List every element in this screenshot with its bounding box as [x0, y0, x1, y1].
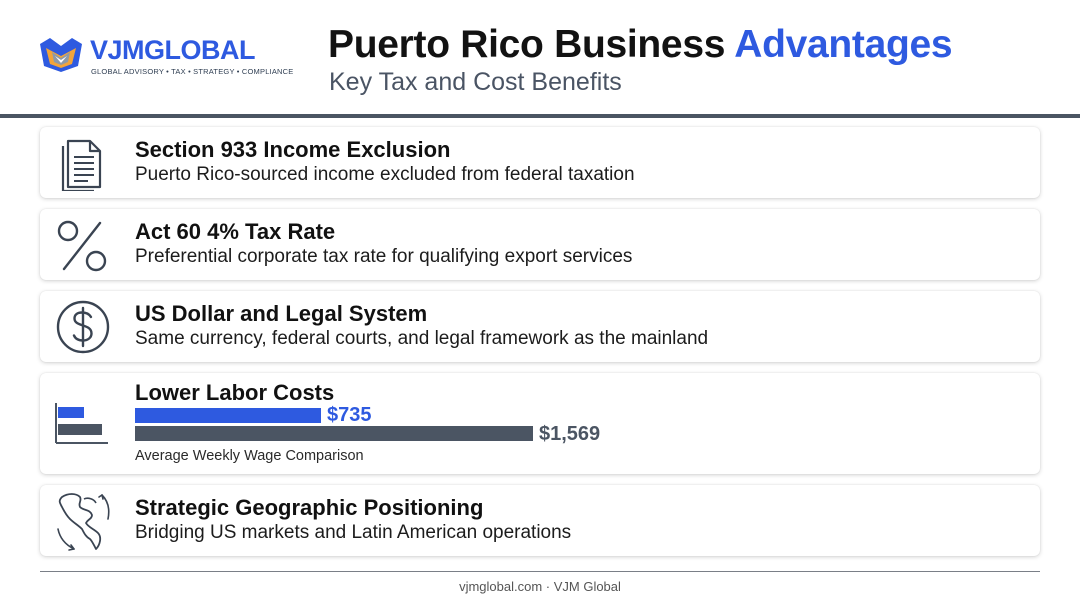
card-title: Section 933 Income Exclusion: [135, 137, 451, 162]
wage-value-label-puerto-rico: $735: [327, 404, 372, 426]
card-title: Act 60 4% Tax Rate: [135, 219, 336, 244]
chart-caption: Average Weekly Wage Comparison: [135, 448, 364, 464]
benefit-card-section-933: Section 933 Income Exclusion Puerto Rico…: [40, 127, 1040, 198]
page-subtitle: Key Tax and Cost Benefits: [329, 68, 622, 96]
header-divider: [0, 114, 1080, 118]
logo-wordmark: VJMGLOBAL: [90, 34, 256, 66]
page-title: Puerto Rico Business Advantages: [328, 22, 953, 68]
card-description: Puerto Rico-sourced income excluded from…: [135, 164, 635, 185]
footer-divider: [40, 571, 1040, 572]
dollar-icon: [56, 300, 110, 354]
benefit-card-us-dollar: US Dollar and Legal System Same currency…: [40, 291, 1040, 362]
vjm-global-logo[interactable]: VJMGLOBAL GLOBAL ADVISORY • TAX • STRATE…: [38, 34, 298, 80]
logo-mark-icon: [40, 38, 82, 72]
wage-bar-us-mainland: [135, 426, 533, 441]
logo-tagline: GLOBAL ADVISORY • TAX • STRATEGY • COMPL…: [91, 67, 294, 76]
card-title: Strategic Geographic Positioning: [135, 495, 484, 520]
globe-americas-icon: [57, 493, 110, 551]
title-main: Puerto Rico Business: [328, 23, 735, 66]
percent-icon: [57, 220, 107, 272]
logo-vjm: VJM: [90, 35, 145, 65]
card-description: Same currency, federal courts, and legal…: [135, 328, 709, 349]
header: VJMGLOBAL GLOBAL ADVISORY • TAX • STRATE…: [0, 0, 1080, 114]
document-icon: [61, 139, 102, 191]
logo-global: GLOBAL: [144, 35, 256, 65]
benefit-card-geographic: Strategic Geographic Positioning Bridgin…: [40, 485, 1040, 556]
benefit-card-act-60: Act 60 4% Tax Rate Preferential corporat…: [40, 209, 1040, 280]
card-title: US Dollar and Legal System: [135, 301, 428, 326]
card-title: Lower Labor Costs: [135, 380, 335, 405]
bar-chart-icon: [55, 403, 108, 444]
card-description: Bridging US markets and Latin American o…: [135, 522, 572, 543]
title-accent: Advantages: [734, 23, 953, 66]
card-description: Preferential corporate tax rate for qual…: [135, 246, 633, 267]
benefit-card-labor-costs: Lower Labor Costs $735 $1,569 Average We…: [40, 373, 1040, 474]
wage-value-label-us-mainland: $1,569: [539, 423, 601, 445]
wage-bar-puerto-rico: [135, 408, 321, 423]
footer-text: vjmglobal.com · VJM Global: [459, 579, 621, 594]
